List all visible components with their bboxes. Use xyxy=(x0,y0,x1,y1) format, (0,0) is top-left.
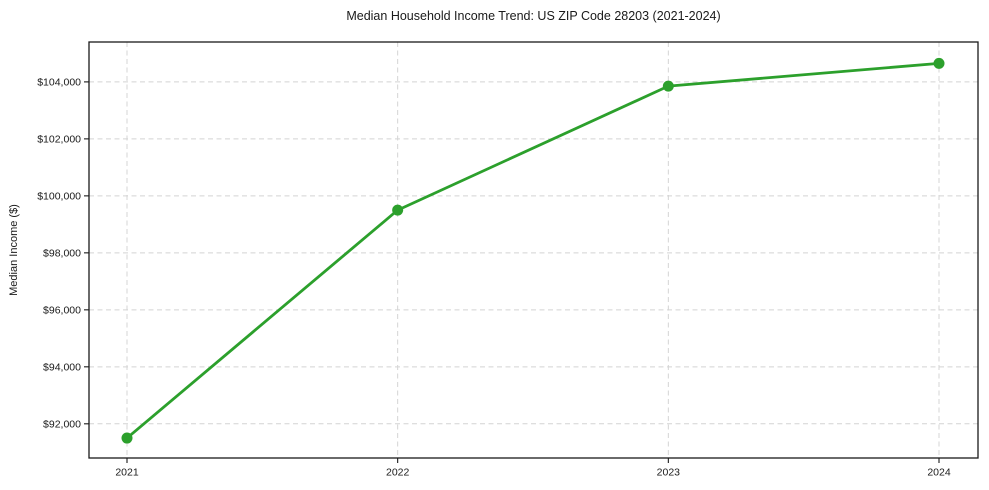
x-tick-label: 2021 xyxy=(115,467,139,479)
plot-border xyxy=(88,41,979,459)
y-tick-label: $104,000 xyxy=(37,77,81,89)
y-tick-label: $98,000 xyxy=(43,248,81,260)
y-tick-label: $92,000 xyxy=(43,419,81,431)
chart-title: Median Household Income Trend: US ZIP Co… xyxy=(346,9,721,23)
y-tick-label: $94,000 xyxy=(43,362,81,374)
y-tick-label: $96,000 xyxy=(43,305,81,317)
data-point-marker xyxy=(662,80,674,92)
y-tick-label: $100,000 xyxy=(37,191,81,203)
y-tick-label: $102,000 xyxy=(37,134,81,146)
data-point-marker xyxy=(392,204,404,216)
x-tick-label: 2023 xyxy=(657,467,681,479)
data-point-marker xyxy=(933,57,945,69)
trend-line xyxy=(125,61,941,440)
x-tick-label: 2024 xyxy=(927,467,951,479)
data-point-marker xyxy=(121,432,133,444)
x-tick-label: 2022 xyxy=(386,467,410,479)
